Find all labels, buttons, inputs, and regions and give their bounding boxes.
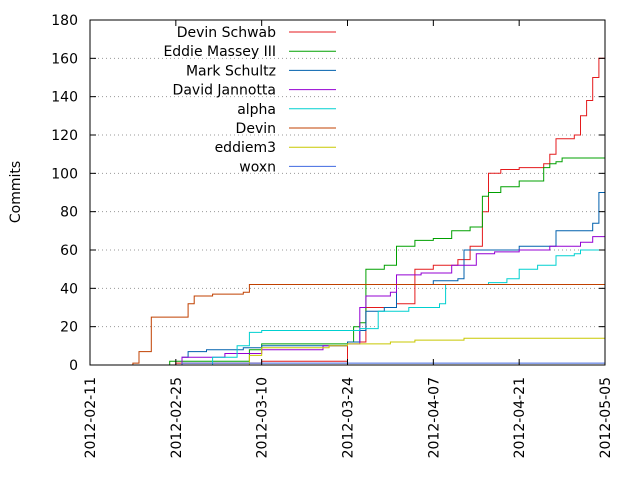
x-tick-label: 2012-04-21 xyxy=(512,377,528,458)
series-line xyxy=(145,157,605,366)
x-tick-label: 2012-05-05 xyxy=(598,377,614,458)
legend-label: woxn xyxy=(239,159,276,175)
y-tick-label: 20 xyxy=(60,320,78,336)
y-tick-label: 80 xyxy=(60,205,78,221)
series-line xyxy=(145,337,605,366)
legend-label: alpha xyxy=(237,102,276,118)
series-line xyxy=(169,230,606,366)
legend: Devin Schwab Eddie Massey III Mark Schultz… xyxy=(163,25,336,175)
legend-label: David Jannotta xyxy=(173,83,276,99)
y-tick-label: 100 xyxy=(51,166,78,182)
series-line xyxy=(139,167,606,366)
y-tick-label: 0 xyxy=(69,358,78,374)
plot-frame xyxy=(89,19,606,366)
y-tick-label: 60 xyxy=(60,243,78,259)
series-lines xyxy=(126,29,606,366)
x-tick-label: 2012-04-07 xyxy=(426,377,442,458)
series-line xyxy=(126,282,606,366)
x-axis-ticks: 2012-02-11 2012-02-25 2012-03-10 2012-03-24… xyxy=(83,20,614,458)
x-tick-label: 2012-03-10 xyxy=(255,377,271,458)
x-tick-label: 2012-02-25 xyxy=(169,377,185,458)
y-tick-label: 160 xyxy=(51,51,78,67)
legend-label: Mark Schultz xyxy=(186,63,276,79)
y-tick-label: 40 xyxy=(60,281,78,297)
legend-label: Devin xyxy=(236,121,276,137)
legend-label: eddiem3 xyxy=(215,140,276,156)
x-tick-label: 2012-03-24 xyxy=(341,377,357,458)
gridlines xyxy=(90,57,605,328)
y-tick-label: 120 xyxy=(51,128,78,144)
series-line xyxy=(175,248,606,366)
y-tick-label: 180 xyxy=(51,13,78,29)
legend-label: Eddie Massey III xyxy=(163,44,276,60)
x-tick-label: 2012-02-11 xyxy=(83,377,99,458)
y-tick-label: 140 xyxy=(51,90,78,106)
y-axis-ticks: 0 20 40 60 80 100 120 140 160 180 xyxy=(51,13,605,374)
legend-label: Devin Schwab xyxy=(177,25,276,41)
y-axis-label: Commits xyxy=(8,161,24,223)
